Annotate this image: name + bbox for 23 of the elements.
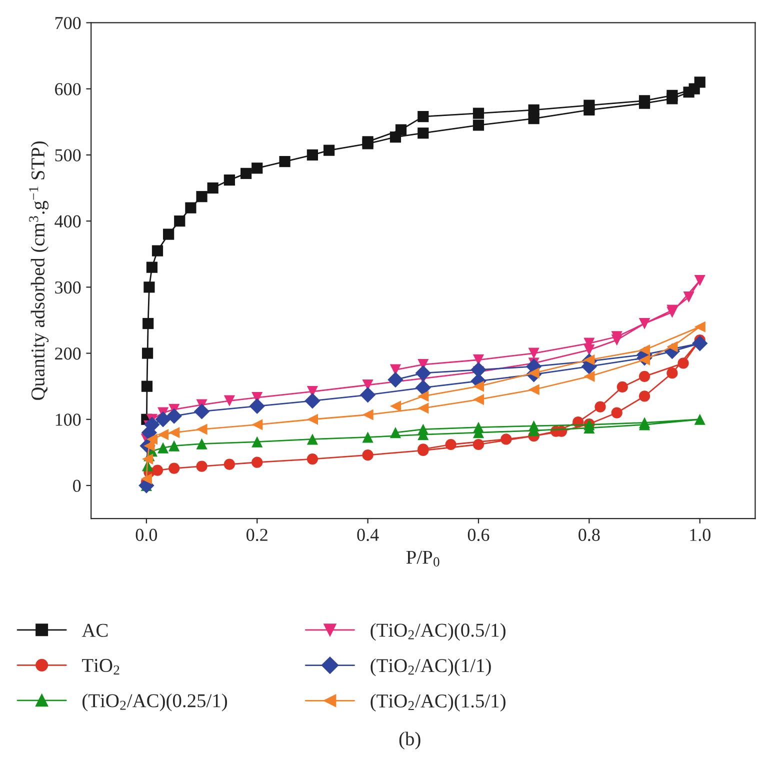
legend-label: TiO$_{2}$	[82, 658, 120, 674]
text: (b)	[399, 732, 420, 750]
y-tick-label: 300	[55, 281, 81, 294]
y-tick-label: 100	[56, 414, 81, 426]
y-tick-label: 400	[54, 215, 81, 228]
legend-label: (TiO$_{2}$/AC)(0.25/1)	[82, 694, 228, 712]
x-tick-label: 0.2	[246, 528, 268, 542]
x-tick-label: 0.6	[468, 528, 490, 542]
legend-label: (TiO$_{2}$/AC)(0.5/1)	[370, 623, 506, 641]
y-tick-label: 600	[55, 83, 81, 96]
x-tick-label: 1.0	[690, 528, 710, 542]
y-axis-title: Quantity adsorbed (cm$^{3}$.g$^{−1}$ STP)	[29, 141, 49, 400]
x-tick-label: 0.8	[578, 528, 600, 542]
y-tick-label: 700	[55, 16, 81, 30]
y-tick-label: 200	[55, 348, 81, 360]
y-tick-label: 500	[55, 149, 81, 162]
y-tick-label: 0	[73, 480, 81, 492]
x-tick-label: 0.4	[357, 528, 379, 542]
legend-label: (TiO$_{2}$/AC)(1/1)	[370, 658, 491, 676]
x-axis-title: P/P$_{0}$	[406, 550, 440, 566]
legend-label: AC	[82, 624, 108, 637]
x-tick-label: 0.0	[136, 528, 158, 542]
legend-label: (TiO$_{2}$/AC)(1.5/1)	[370, 694, 506, 712]
